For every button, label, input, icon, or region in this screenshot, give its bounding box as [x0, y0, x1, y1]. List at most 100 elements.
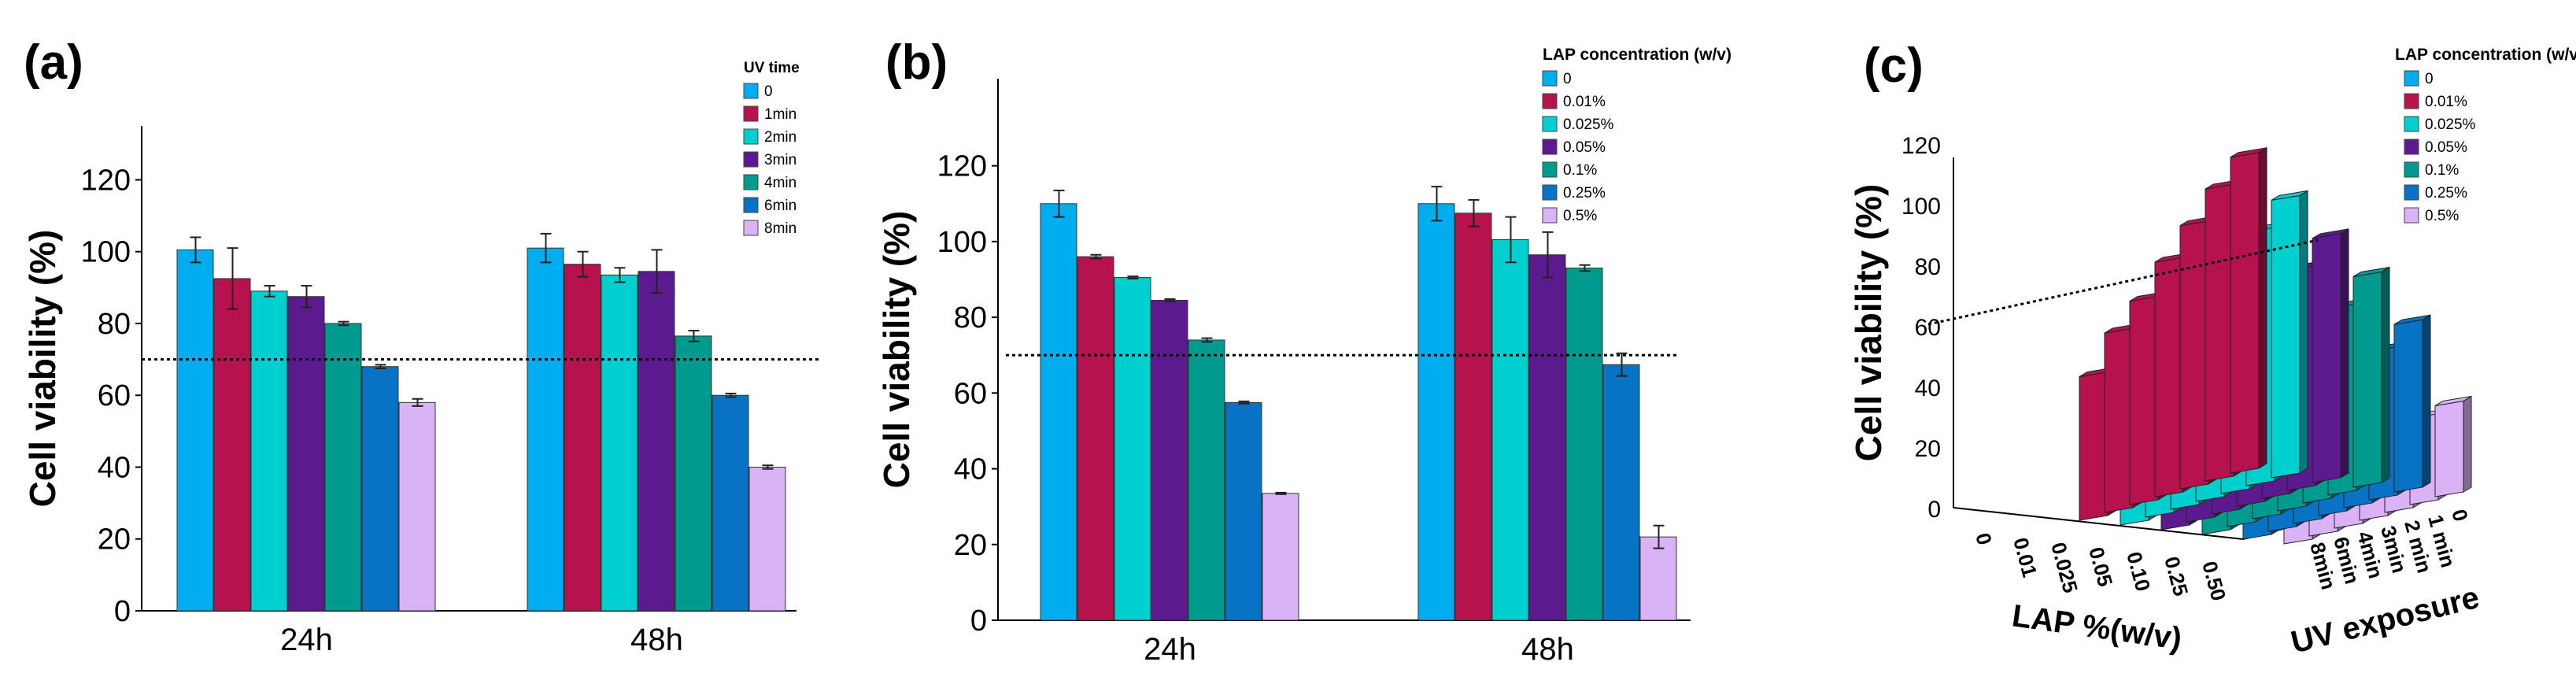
- bar3d-0.01pct-0: [2079, 372, 2108, 521]
- x-tick-label: 0.05: [2084, 545, 2117, 590]
- panel-c-label: (c): [1864, 39, 1924, 93]
- legend-swatch-0.5pct: [2404, 207, 2419, 224]
- legend-swatch-0.1pct: [2404, 161, 2419, 178]
- bar-0.05pct-24h: [1151, 299, 1188, 621]
- legend-label-0.01pct: 0.01%: [2425, 94, 2467, 110]
- legend-label-0: 0: [2425, 71, 2434, 87]
- legend-label-0.25pct: 0.25%: [1563, 185, 1606, 202]
- bar3d-0.01pct-3min: [2154, 257, 2184, 497]
- bar3d-top-0.01pct-6: [2230, 147, 2267, 158]
- legend-swatch-0.1pct: [1542, 161, 1558, 178]
- y-tick-label: 20: [954, 529, 987, 562]
- x-tick-label: 48h: [630, 623, 683, 657]
- bar3d-0.01pct-1min: [2104, 327, 2134, 513]
- bar-1min-48h: [564, 264, 601, 612]
- legend-label-0: 0: [1563, 71, 1572, 87]
- legend-swatch-0.5pct: [1542, 207, 1558, 224]
- legend-label-0.025pct: 0.025%: [1563, 116, 1614, 133]
- y-tick-label: 40: [1915, 375, 1941, 401]
- bar3d-0.25pct-8min: [2393, 319, 2423, 493]
- z-tick-label: 0: [2447, 507, 2473, 524]
- bar3d-side-0.05pct-6: [2340, 228, 2349, 479]
- bar-0.5pct-48h: [1639, 536, 1677, 621]
- y-tick-label: 80: [1915, 254, 1941, 280]
- bar-0.05pct-48h: [1528, 254, 1566, 621]
- legend-swatch-0: [2404, 70, 2419, 87]
- bar-2min-24h: [250, 290, 288, 612]
- y-tick-label: 120: [1902, 133, 1941, 159]
- y-tick-label: 120: [937, 150, 987, 183]
- bar3d-0.01pct-8min: [2230, 152, 2260, 474]
- legend-swatch-0.025pct: [1542, 116, 1558, 132]
- y-tick-label: 0: [114, 595, 131, 628]
- bar3d-top-0.025pct-6: [2271, 190, 2308, 201]
- legend-label-8min: 8min: [764, 220, 796, 237]
- bar-0-48h: [527, 247, 564, 612]
- bar3d-side-0.01pct-6: [2258, 146, 2267, 469]
- y-tick-label: 120: [81, 164, 131, 197]
- legend-swatch-0: [743, 83, 759, 99]
- bar-8min-24h: [398, 401, 436, 612]
- panel-b-chart: 0 20 40 60 80 100 120 Cell viability (%) 24h 48h L…: [876, 46, 1732, 667]
- x-tick-label: 48h: [1521, 632, 1574, 667]
- legend-swatch-0.025pct: [2404, 116, 2419, 132]
- bar-0.1pct-24h: [1188, 339, 1225, 621]
- bar-2min-48h: [601, 274, 638, 612]
- x-tick-label: 0.10: [2122, 549, 2155, 594]
- bar-4min-24h: [324, 323, 362, 612]
- legend-swatch-0.01pct: [1542, 93, 1558, 109]
- x-tick-label: 24h: [1144, 632, 1196, 667]
- bar3d-0.01pct-2min: [2129, 296, 2159, 505]
- bar3d-0.1pct-8min: [2352, 271, 2382, 488]
- legend-label-0.5pct: 0.5%: [2425, 208, 2459, 224]
- bar3d-side-0.25pct-6: [2422, 314, 2431, 488]
- y-tick-label: 40: [954, 453, 987, 486]
- legend-swatch-0.25pct: [1542, 184, 1558, 201]
- legend-label-6min: 6min: [764, 198, 796, 214]
- bar3d-top-0.25pct-6: [2393, 314, 2431, 325]
- y-tick-label: 100: [1902, 194, 1941, 220]
- bar-3min-48h: [638, 271, 675, 612]
- legend-label-3min: 3min: [764, 152, 796, 168]
- panel-a-label: (a): [24, 35, 83, 90]
- bar-0.025pct-24h: [1114, 277, 1151, 621]
- y-tick-label: 100: [937, 226, 987, 259]
- legend-title: LAP concentration (w/v): [1543, 46, 1732, 64]
- legend-swatch-0.05pct: [1542, 139, 1558, 155]
- legend-swatch-4min: [743, 174, 759, 190]
- z-axis-label: UV exposure: [2288, 580, 2483, 660]
- bar3d-side-0.5pct-6: [2463, 395, 2472, 493]
- y-tick-label: 60: [954, 377, 987, 410]
- bar-0.5pct-24h: [1262, 493, 1299, 621]
- legend-label-4min: 4min: [764, 175, 796, 191]
- bar-3min-24h: [287, 296, 325, 612]
- bar-6min-48h: [711, 394, 749, 612]
- panel-b-label: (b): [885, 35, 948, 90]
- bar3d-top-0.05pct-6: [2312, 228, 2349, 239]
- x-tick-label: 0.25: [2160, 554, 2193, 599]
- y-axis-label: Cell viability (%): [876, 211, 917, 489]
- bar-0-24h: [176, 249, 214, 612]
- x-tick-label: 24h: [280, 623, 333, 657]
- bar-0-48h: [1417, 203, 1455, 621]
- bar-0-24h: [1040, 203, 1077, 621]
- bar-1min-24h: [213, 278, 251, 612]
- x-tick-label: 0.50: [2197, 559, 2230, 604]
- y-tick-label: 0: [1927, 497, 1941, 523]
- floor-edge-x: [1953, 507, 2244, 540]
- legend-title: UV time: [744, 60, 800, 76]
- bar-0.01pct-24h: [1077, 256, 1114, 621]
- bar-0.25pct-48h: [1602, 364, 1640, 621]
- legend-swatch-0.05pct: [2404, 139, 2419, 155]
- bar3d-0.025pct-8min: [2271, 194, 2301, 479]
- legend-label-0.25pct: 0.25%: [2425, 185, 2467, 202]
- legend-swatch-2min: [743, 128, 759, 145]
- bar-8min-48h: [748, 466, 786, 612]
- bar3d-side-0.025pct-6: [2299, 190, 2308, 474]
- legend-swatch-1min: [743, 105, 759, 122]
- bar3d-top-0.1pct-6: [2352, 266, 2390, 277]
- bar-0.1pct-48h: [1565, 268, 1603, 621]
- x-axis-label: LAP %(w/v): [2010, 598, 2184, 656]
